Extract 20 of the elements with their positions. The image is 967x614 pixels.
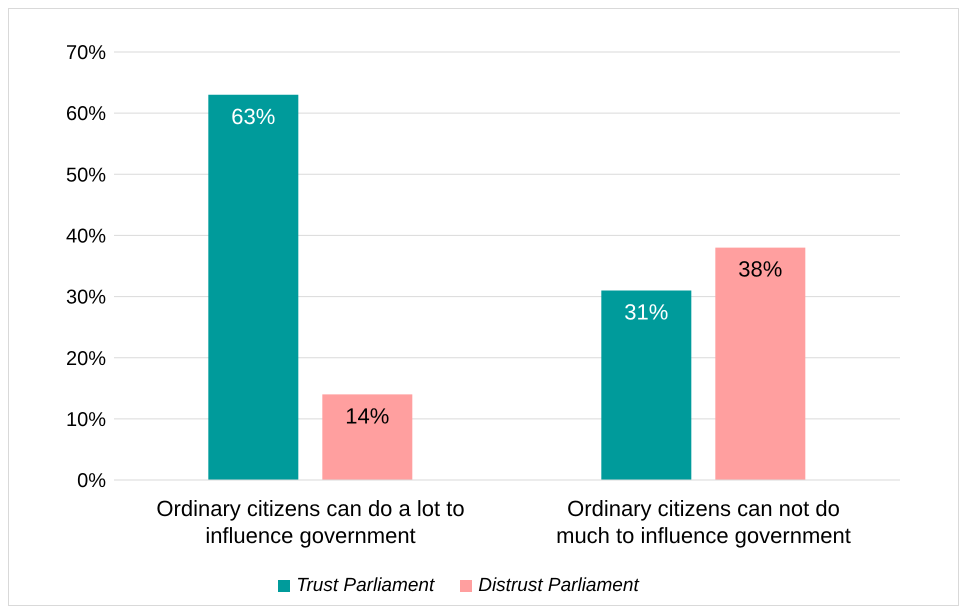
y-tick-label: 0%: [77, 470, 106, 492]
bar: [601, 290, 692, 480]
legend-label: Trust Parliament: [296, 575, 434, 597]
y-tick-label: 70%: [66, 42, 106, 64]
data-label: 31%: [624, 299, 668, 324]
bar: [208, 94, 298, 480]
x-tick-label: Ordinary citizens can do a lot to influence government: [156, 496, 465, 548]
y-tick-label: 20%: [66, 348, 106, 370]
data-label: 63%: [231, 104, 276, 129]
x-tick-label: Ordinary citizens can not do much to influence government: [556, 496, 851, 548]
bar: [322, 394, 412, 480]
bar: [715, 248, 806, 480]
y-tick-label: 30%: [66, 286, 106, 309]
legend-label: Distrust Parliament: [478, 575, 639, 597]
data-label: 14%: [345, 403, 390, 428]
y-tick-label: 40%: [66, 226, 106, 248]
y-tick-label: 50%: [66, 164, 106, 186]
y-tick-label: 60%: [66, 103, 106, 126]
y-tick-label: 10%: [66, 408, 106, 431]
data-label: 38%: [738, 256, 782, 282]
